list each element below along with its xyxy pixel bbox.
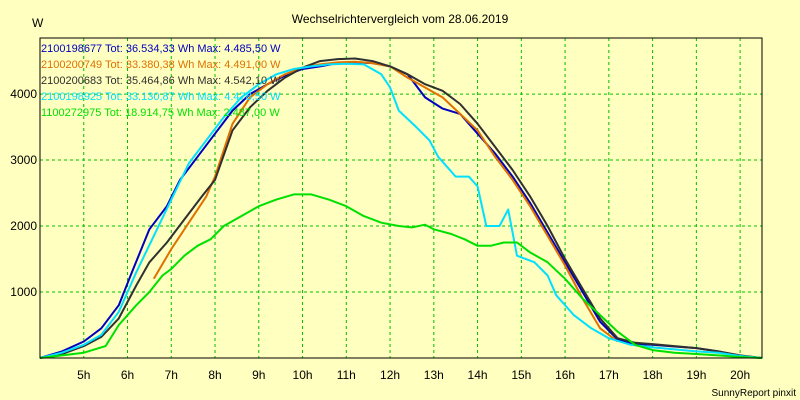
y-tick-label: 1000 xyxy=(10,285,37,299)
x-tick-label: 6h xyxy=(121,368,134,382)
plot-frame xyxy=(39,37,763,359)
x-tick-label: 17h xyxy=(599,368,619,382)
x-tick-label: 14h xyxy=(468,368,488,382)
footer-credit: SunnyReport pinxit xyxy=(712,388,797,399)
legend-entry-2100200683: 2100200683 Tot: 35.464,86 Wh Max: 4.542,… xyxy=(41,75,281,87)
x-tick-labels: 5h 6h 7h 8h 9h 10h 11h 12h 13h 14h 15h 16h 17h 18h 19h… xyxy=(77,368,750,382)
y-tick-label: 2000 xyxy=(10,219,37,233)
series-line-1100272975 xyxy=(39,193,763,359)
x-tick-label: 10h xyxy=(293,368,313,382)
x-tick-label: 8h xyxy=(208,368,221,382)
legend: 2100198677 Tot: 36.534,33 Wh Max: 4.485,… xyxy=(41,43,281,119)
series-line-2100200683 xyxy=(39,57,763,359)
x-tick-label: 19h xyxy=(686,368,706,382)
legend-entry-1100272975: 1100272975 Tot: 18.914,75 Wh Max: 2.487,… xyxy=(41,107,280,119)
y-tick-label: 3000 xyxy=(10,153,37,167)
x-tick-label: 13h xyxy=(424,368,444,382)
legend-entry-2100198925: 2100198925 Tot: 33.130,87 Wh Max: 4.478,… xyxy=(41,91,281,103)
y-tick-label: 4000 xyxy=(10,87,37,101)
x-tick-label: 7h xyxy=(165,368,178,382)
chart-title: Wechselrichtervergleich vom 28.06.2019 xyxy=(292,12,509,26)
x-tick-label: 16h xyxy=(555,368,575,382)
series-layer xyxy=(39,57,763,359)
x-tick-label: 12h xyxy=(380,368,400,382)
x-tick-label: 9h xyxy=(252,368,265,382)
x-tick-label: 5h xyxy=(77,368,90,382)
legend-entry-2100198677: 2100198677 Tot: 36.534,33 Wh Max: 4.485,… xyxy=(41,43,281,55)
x-tick-label: 15h xyxy=(511,368,531,382)
series-line-2100198925 xyxy=(39,62,763,359)
x-tick-label: 20h xyxy=(730,368,750,382)
legend-entry-2100200749: 2100200749 Tot: 33.380,38 Wh Max: 4.491,… xyxy=(41,59,281,71)
x-tick-label: 11h xyxy=(337,368,356,382)
x-tick-label: 18h xyxy=(643,368,663,382)
y-axis-label: W xyxy=(32,16,44,30)
y-tick-labels: 1000 2000 3000 4000 xyxy=(10,87,37,299)
